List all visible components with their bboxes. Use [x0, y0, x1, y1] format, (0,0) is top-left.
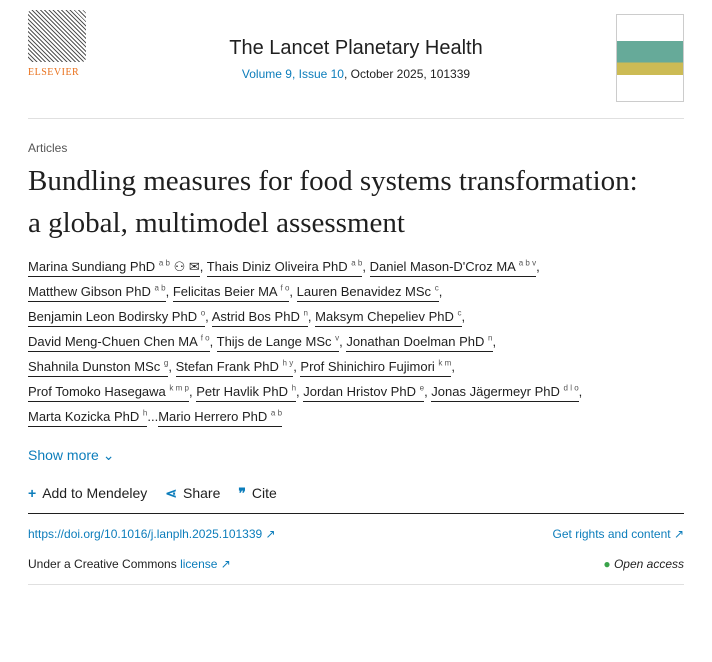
author-affiliations: a b — [158, 258, 170, 268]
cite-button[interactable]: ❞ Cite — [238, 485, 277, 501]
article-title: Bundling measures for food systems trans… — [28, 165, 638, 239]
author-link[interactable]: Jonathan Doelman PhD n — [346, 333, 493, 352]
author-affiliations: e — [419, 383, 425, 393]
author-affiliations: n — [488, 333, 493, 343]
author-name: Thais Diniz Oliveira PhD — [206, 259, 348, 274]
author-affiliations: o — [200, 308, 206, 318]
open-access-label: Open access — [613, 557, 684, 571]
author-affiliations: f o — [280, 283, 290, 293]
author-name: Felicitas Beier MA — [172, 284, 277, 299]
article-header: Articles Bundling measures for food syst… — [28, 118, 684, 585]
license-text: Under a Creative Commons — [28, 557, 181, 571]
author-name: Maksym Chepeliev PhD — [315, 309, 454, 324]
author-link[interactable]: Petr Havlik PhD h — [196, 383, 297, 402]
author-name: Daniel Mason-D'Croz MA — [369, 259, 516, 274]
author-affiliations: g — [163, 358, 169, 368]
author-affiliations: c — [434, 283, 439, 293]
plus-icon: + — [28, 485, 37, 501]
author-affiliations: h — [142, 408, 148, 418]
author-affiliations: h y — [282, 358, 294, 368]
author-link[interactable]: Prof Tomoko Hasegawa k m p — [28, 384, 189, 402]
author-affiliations: f o — [200, 333, 210, 343]
article-type: Articles — [28, 141, 68, 155]
author-affiliations: n — [303, 308, 308, 318]
author-affiliations: a b v — [518, 258, 537, 268]
author-link[interactable]: Jonas Jägermeyr PhD d l o — [431, 383, 579, 402]
volume-issue-link[interactable]: Volume 9, Issue 10 — [241, 67, 344, 81]
author-link[interactable]: Maksym Chepeliev PhD c — [315, 308, 462, 327]
author-link[interactable]: Matthew Gibson PhD a b — [28, 284, 166, 302]
author-link[interactable]: Jordan Hristov PhD e — [303, 383, 425, 402]
journal-title[interactable]: The Lancet Planetary Health — [229, 37, 483, 59]
tree-logo-icon — [28, 10, 86, 62]
author-link[interactable]: Benjamin Leon Bodirsky PhD o — [28, 308, 206, 327]
author-affiliations: a b — [270, 408, 283, 418]
author-name: Jordan Hristov PhD — [303, 384, 416, 399]
author-affiliations: a b — [154, 283, 166, 293]
author-name: Matthew Gibson PhD — [28, 284, 151, 299]
publisher-name: ELSEVIER — [28, 67, 80, 78]
elsevier-logo[interactable]: ELSEVIER — [28, 10, 88, 78]
divider — [28, 118, 684, 119]
author-name: Prof Shinichiro Fujimori — [300, 359, 435, 374]
author-name: Marina Sundiang PhD — [28, 259, 156, 274]
links-row-2: Under a Creative Commons license ↗ ● Ope… — [28, 556, 684, 572]
author-affiliations: k m p — [169, 383, 189, 393]
links-row-1: https://doi.org/10.1016/j.lanplh.2025.10… — [28, 526, 684, 542]
author-name: Prof Tomoko Hasegawa — [28, 384, 166, 399]
person-email-icon[interactable]: ⚇ ✉ — [169, 259, 200, 274]
author-name: Lauren Benavidez MSc — [296, 284, 432, 299]
author-link[interactable]: Thijs de Lange MSc v — [216, 333, 340, 352]
license-link[interactable]: license ↗ — [180, 557, 231, 571]
author-affiliations: k m — [438, 358, 452, 368]
quote-icon: ❞ — [238, 485, 246, 501]
author-link[interactable]: Mario Herrero PhD a b — [158, 408, 283, 427]
share-button[interactable]: ⋖ Share — [165, 485, 221, 501]
date-id: , October 2025, 101339 — [343, 67, 471, 81]
author-link[interactable]: Marta Kozicka PhD h — [28, 408, 148, 427]
ellipsis: ... — [147, 409, 159, 424]
author-link[interactable]: Thais Diniz Oliveira PhD a b — [206, 258, 363, 277]
author-name: Petr Havlik PhD — [196, 384, 288, 399]
toolbar: + Add to Mendeley ⋖ Share ❞ Cite — [28, 483, 684, 514]
header: ELSEVIER The Lancet Planetary Health Vol… — [28, 10, 684, 110]
author-name: Thijs de Lange MSc — [216, 334, 332, 349]
author-name: Shahnila Dunston MSc — [28, 359, 161, 374]
author-name: Jonathan Doelman PhD — [346, 334, 485, 349]
author-name: Jonas Jägermeyr PhD — [431, 384, 560, 399]
journal-cover-image[interactable] — [616, 14, 684, 102]
show-more-button[interactable]: Show more ⌄ — [28, 447, 115, 463]
author-link[interactable]: Lauren Benavidez MSc c — [296, 283, 439, 302]
author-name: Benjamin Leon Bodirsky PhD — [28, 309, 198, 324]
author-link[interactable]: Prof Shinichiro Fujimori k m — [300, 358, 452, 377]
author-affiliations: d l o — [563, 383, 579, 393]
author-name: Astrid Bos PhD — [211, 309, 300, 324]
author-list: Marina Sundiang PhD a b ⚇ ✉, Thais Diniz… — [28, 254, 684, 429]
author-name: Marta Kozicka PhD — [28, 409, 140, 424]
author-name: Stefan Frank PhD — [175, 359, 279, 374]
author-link[interactable]: Shahnila Dunston MSc g — [28, 358, 169, 377]
share-icon: ⋖ — [165, 485, 177, 501]
author-link[interactable]: Stefan Frank PhD h y — [175, 358, 294, 377]
author-link[interactable]: Astrid Bos PhD n — [211, 308, 308, 327]
open-access-dot-icon: ● — [603, 557, 611, 571]
add-to-mendeley-button[interactable]: + Add to Mendeley — [28, 485, 148, 501]
author-name: David Meng-Chuen Chen MA — [28, 334, 198, 349]
author-affiliations: a b — [351, 258, 363, 268]
author-affiliations: h — [291, 383, 297, 393]
author-name: Mario Herrero PhD — [158, 409, 268, 424]
author-link[interactable]: Daniel Mason-D'Croz MA a b v — [369, 258, 537, 277]
rights-link[interactable]: Get rights and content ↗ — [552, 527, 684, 541]
author-link[interactable]: David Meng-Chuen Chen MA f o — [28, 334, 210, 352]
doi-link[interactable]: https://doi.org/10.1016/j.lanplh.2025.10… — [28, 527, 276, 541]
author-link[interactable]: Felicitas Beier MA f o — [172, 283, 290, 302]
author-link[interactable]: Marina Sundiang PhD a b ⚇ ✉ — [28, 259, 200, 277]
chevron-down-icon: ⌄ — [102, 447, 115, 463]
divider — [28, 584, 684, 585]
author-affiliations: c — [457, 308, 462, 318]
author-affiliations: v — [335, 333, 340, 343]
journal-meta: Volume 9, Issue 10, October 2025, 101339 — [108, 67, 604, 81]
